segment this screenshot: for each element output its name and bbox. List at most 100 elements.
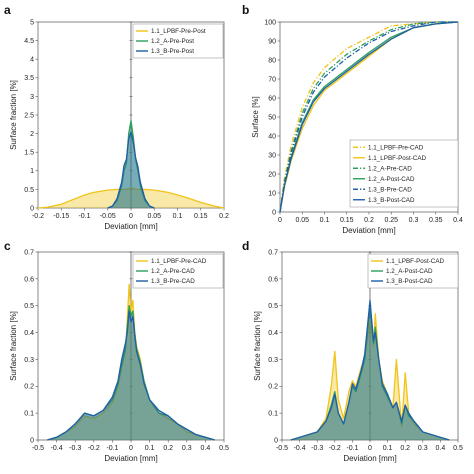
- y-tick-label: 0.3: [24, 357, 34, 364]
- y-tick-label: 4: [30, 57, 34, 64]
- x-tick-label: 0.35: [429, 217, 443, 224]
- y-tick-label: 90: [268, 38, 276, 45]
- x-axis-label: Deviation [mm]: [104, 454, 157, 463]
- panel-b-chart: b 0 0.05 0.1 0.15 0.2 0.25 0.3 0.35 0.4 0 10 20 30 40 5…: [242, 3, 463, 235]
- x-tick-label: 0.05: [147, 213, 161, 220]
- y-tick-label: 0.4: [24, 330, 34, 337]
- x-tick-label: 0: [129, 445, 133, 452]
- y-tick-label: 3: [30, 94, 34, 101]
- y-tick-label: 0.2: [268, 384, 278, 391]
- x-tick-label: 0.1: [320, 217, 330, 224]
- x-tick-label: 0.2: [364, 217, 374, 224]
- x-tick-label: 0.2: [163, 445, 173, 452]
- x-tick-label: 0.15: [340, 217, 354, 224]
- y-axis-label: Surface fraction [%]: [9, 311, 18, 381]
- y-tick-label: 0: [272, 209, 276, 216]
- x-axis-label: Deviation [mm]: [343, 454, 396, 463]
- x-tick-label: -0.2: [329, 445, 341, 452]
- y-tick-label: 3.5: [24, 75, 34, 82]
- y-tick-label: 0.2: [24, 384, 34, 391]
- x-tick-label: -0.5: [32, 445, 44, 452]
- panel-letter: a: [4, 3, 11, 17]
- x-tick-label: 0.3: [182, 445, 192, 452]
- series-area-1: [47, 284, 215, 440]
- y-tick-label: 0: [30, 437, 34, 444]
- x-tick-label: 0.4: [201, 445, 211, 452]
- x-tick-label: 0.3: [418, 445, 428, 452]
- y-tick-label: 70: [268, 76, 276, 83]
- panel-c-chart: c -0.5 -0.4 -0.3 -0.2 -0.1 0 0.1 0.2 0.3 0.4 0.5 0 0.…: [4, 239, 229, 463]
- x-tick-label: -0.1: [78, 213, 90, 220]
- x-tick-label: -0.2: [88, 445, 100, 452]
- x-axis-label: Deviation [mm]: [104, 222, 157, 231]
- x-tick-label: 0.1: [145, 445, 155, 452]
- legend-entry: 1.1_LPBF-Post-CAD: [368, 155, 427, 162]
- y-tick-label: 0.3: [268, 357, 278, 364]
- legend-entry: 1.1_LPBF-Pre-CAD: [151, 258, 207, 265]
- y-tick-label: 1.5: [24, 150, 34, 157]
- y-tick-label: 4.5: [24, 38, 34, 45]
- x-tick-label: -0.4: [294, 445, 306, 452]
- series-area-2: [107, 120, 155, 208]
- y-tick-label: 50: [268, 114, 276, 121]
- series-line-5: [279, 21, 458, 213]
- y-tick-label: 100: [264, 19, 276, 26]
- panel-letter: b: [242, 3, 249, 17]
- legend-entry: 1.2_A-Post-CAD: [386, 268, 433, 275]
- y-tick-label: 10: [268, 190, 276, 197]
- x-tick-label: -0.3: [69, 445, 81, 452]
- y-tick-label: 0.7: [24, 249, 34, 256]
- series-line-3: [47, 310, 215, 441]
- series-line-3: [107, 131, 155, 209]
- legend-entry: 1.2_A-Pre-CAD: [368, 165, 412, 172]
- legend-entry: 1.2_A-Pre-Post: [151, 38, 194, 45]
- y-tick-label: 0.1: [268, 411, 278, 418]
- y-tick-label: 0: [274, 437, 278, 444]
- series-line-1: [47, 283, 215, 441]
- y-tick-label: 0.5: [268, 303, 278, 310]
- x-tick-label: 0.5: [219, 445, 229, 452]
- series-line-2: [107, 119, 155, 209]
- y-axis-label: Surface [%]: [251, 96, 260, 137]
- y-tick-label: 80: [268, 57, 276, 64]
- x-tick-label: -0.15: [53, 213, 69, 220]
- y-tick-label: 2.5: [24, 112, 34, 119]
- x-axis-label: Deviation [mm]: [342, 226, 395, 235]
- y-tick-label: 2: [30, 131, 34, 138]
- series-area-1: [38, 187, 224, 208]
- legend-entry: 1.3_B-Pre-CAD: [368, 186, 412, 193]
- x-tick-label: 0.1: [173, 213, 183, 220]
- x-tick-label: -0.3: [311, 445, 323, 452]
- y-tick-label: 20: [268, 171, 276, 178]
- panel-d-chart: d -0.5 -0.4 -0.3 -0.2 -0.1 0 0.1 0.2 0.3 0.4 0.5 0 0.…: [242, 239, 463, 463]
- x-tick-label: 0: [278, 217, 282, 224]
- y-tick-label: 0.1: [24, 411, 34, 418]
- legend-entry: 1.3_B-Pre-CAD: [151, 278, 195, 285]
- legend-entry: 1.3_B-Post-CAD: [368, 197, 415, 204]
- series-line-1: [37, 186, 225, 209]
- series-line-1: [279, 21, 458, 213]
- y-tick-label: 1: [30, 168, 34, 175]
- y-tick-label: 0.7: [268, 249, 278, 256]
- legend-entry: 1.3_B-Pre-Post: [151, 48, 194, 55]
- legend-entry: 1.2_A-Post-CAD: [368, 176, 415, 183]
- y-tick-label: 0.6: [24, 276, 34, 283]
- x-tick-label: -0.05: [100, 213, 116, 220]
- x-tick-label: 0.15: [194, 213, 208, 220]
- series-area-2: [290, 305, 450, 440]
- series-area-3: [107, 131, 155, 208]
- y-axis-label: Surface fraction [%]: [253, 311, 262, 381]
- y-tick-label: 60: [268, 95, 276, 102]
- y-axis-label: Surface fraction [%]: [9, 80, 18, 150]
- x-tick-label: -0.2: [32, 213, 44, 220]
- series-line-1: [290, 313, 450, 441]
- x-tick-label: 0.4: [453, 217, 463, 224]
- legend-entry: 1.2_A-Pre-CAD: [151, 268, 195, 275]
- x-tick-label: -0.5: [276, 445, 288, 452]
- legend-box: [349, 139, 459, 208]
- series-area-3: [290, 300, 450, 440]
- y-tick-label: 0.5: [24, 187, 34, 194]
- y-tick-label: 30: [268, 152, 276, 159]
- y-tick-label: 0.4: [268, 330, 278, 337]
